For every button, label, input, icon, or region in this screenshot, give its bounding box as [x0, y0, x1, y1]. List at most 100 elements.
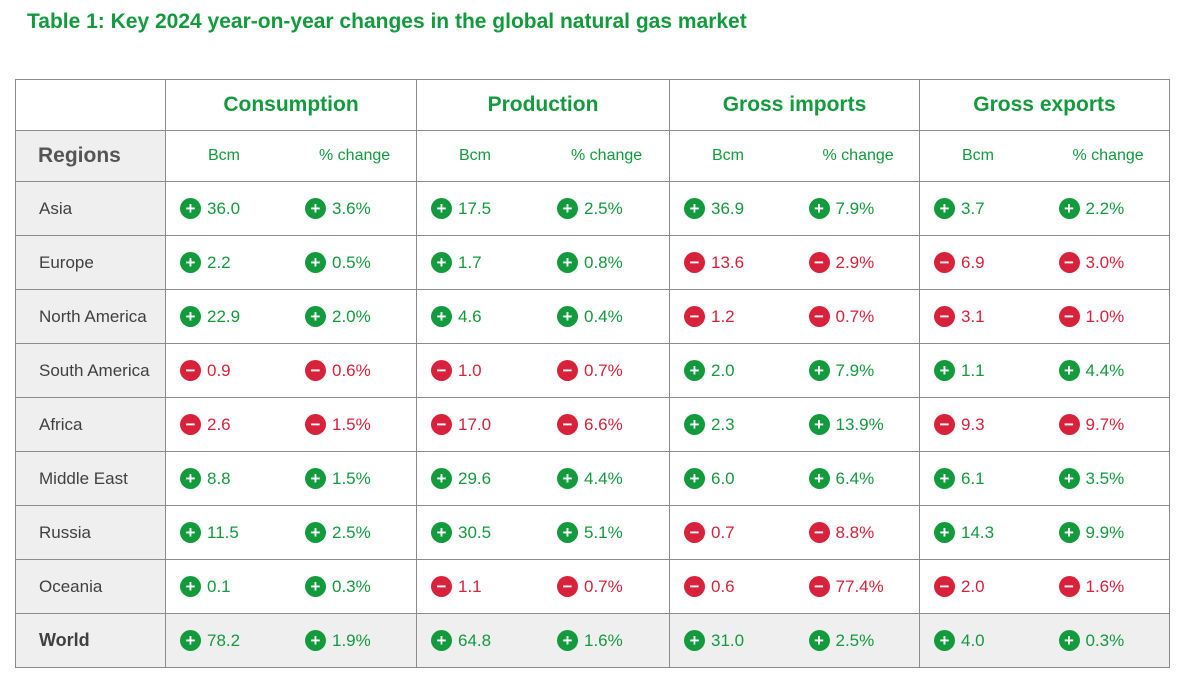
value-text: 13.6 — [711, 252, 745, 272]
value-group-cell: +2.3 +13.9% — [669, 397, 920, 452]
bcm-change-value: −1.1 — [417, 576, 543, 597]
increase-icon: + — [557, 198, 578, 219]
pct-change-value: −3.0% — [1045, 252, 1170, 273]
decrease-icon: − — [808, 576, 830, 597]
value-group-cell: +36.9 +7.9% — [669, 181, 920, 236]
increase-icon: + — [557, 630, 578, 651]
pct-change-value: −8.8% — [795, 522, 920, 543]
increase-icon: + — [180, 468, 201, 489]
decrease-icon: − — [808, 252, 830, 273]
pct-change-value: −1.5% — [291, 414, 416, 435]
pct-change-value: −1.6% — [1045, 576, 1170, 597]
value-text: 9.3 — [961, 414, 985, 434]
value-text: 2.2 — [207, 252, 231, 272]
value-group-cell: −2.0−1.6% — [919, 559, 1170, 614]
pct-change-value: +3.5% — [1045, 468, 1170, 489]
decrease-icon: − — [557, 414, 578, 435]
value-text: 22.9 — [207, 306, 241, 326]
bcm-change-value: −1.0 — [417, 360, 543, 381]
value-text: 1.5% — [332, 468, 371, 488]
value-group-cell: +3.7 +2.2% — [919, 181, 1170, 236]
increase-icon: + — [1058, 522, 1080, 543]
value-text: 0.5% — [332, 252, 371, 272]
increase-icon: + — [305, 576, 326, 597]
bcm-change-value: −3.1 — [920, 306, 1045, 327]
value-text: 30.5 — [458, 522, 492, 542]
decrease-icon: − — [1058, 306, 1080, 327]
value-text: 0.6% — [332, 360, 371, 380]
pct-change-value: −2.9% — [795, 252, 920, 273]
increase-icon: + — [180, 252, 201, 273]
bcm-change-value: −2.0 — [920, 576, 1045, 597]
value-text: 17.0 — [458, 414, 492, 434]
bcm-change-value: −6.9 — [920, 252, 1045, 273]
value-text: 4.4% — [1085, 360, 1125, 380]
value-group-cell: +6.1 +3.5% — [919, 451, 1170, 506]
bcm-change-value: −2.6 — [166, 414, 291, 435]
pct-change-value: +0.5% — [291, 252, 416, 273]
sub-header-pct: % change — [1072, 147, 1144, 164]
decrease-icon: − — [557, 576, 578, 597]
value-text: 4.6 — [458, 306, 482, 326]
pct-change-value: −0.6% — [291, 360, 416, 381]
increase-icon: + — [180, 630, 201, 651]
value-text: 36.0 — [207, 198, 241, 218]
value-text: 0.4% — [584, 306, 623, 326]
bcm-change-value: +17.5 — [417, 198, 543, 219]
value-group-cell: +36.0 +3.6% — [165, 181, 417, 236]
pct-change-value: −1.0% — [1045, 306, 1170, 327]
value-group-cell: +17.5 +2.5% — [416, 181, 670, 236]
value-text: 17.5 — [458, 198, 492, 218]
value-text: 2.5% — [332, 522, 371, 542]
decrease-icon: − — [934, 306, 955, 327]
bcm-change-value: +6.0 — [670, 468, 795, 489]
decrease-icon: − — [431, 414, 452, 435]
sub-header-row: Regions Bcm % change Bcm % change Bcm % … — [15, 130, 1170, 182]
bcm-change-value: −1.2 — [670, 306, 795, 327]
increase-icon: + — [808, 414, 830, 435]
increase-icon: + — [1058, 360, 1080, 381]
increase-icon: + — [557, 522, 578, 543]
pct-change-value: +7.9% — [795, 360, 920, 381]
value-text: 36.9 — [711, 198, 745, 218]
pct-change-value: +9.9% — [1045, 522, 1170, 543]
value-group-cell: − 13.6 −2.9% — [669, 235, 920, 290]
value-group-cell: −17.0−6.6% — [416, 397, 670, 452]
pct-change-value: +4.4% — [1045, 360, 1170, 381]
value-text: 1.6% — [584, 630, 623, 650]
value-text: 0.6 — [711, 576, 735, 596]
value-text: 8.8% — [835, 522, 875, 542]
value-group-cell: +30.5 +5.1% — [416, 505, 670, 560]
value-group-cell: −9.3−9.7% — [919, 397, 1170, 452]
corner-cell — [15, 79, 166, 131]
pct-change-value: +3.6% — [291, 198, 416, 219]
increase-icon: + — [180, 522, 201, 543]
region-name: Middle East — [15, 451, 166, 506]
sub-header-pct: % change — [319, 147, 391, 164]
group-header-production: Production — [416, 79, 670, 131]
value-group-cell: −2.6−1.5% — [165, 397, 417, 452]
bcm-change-value: +2.3 — [670, 414, 795, 435]
value-text: 1.6% — [1085, 576, 1125, 596]
increase-icon: + — [934, 468, 955, 489]
decrease-icon: − — [431, 360, 452, 381]
bcm-change-value: +31.0 — [670, 630, 795, 651]
value-text: 1.2 — [711, 306, 735, 326]
value-text: 6.6% — [584, 414, 623, 434]
pct-change-value: +0.3% — [1045, 630, 1170, 651]
value-text: 6.1 — [961, 468, 985, 488]
value-group-cell: +0.1 +0.3% — [165, 559, 417, 614]
increase-icon: + — [684, 414, 705, 435]
increase-icon: + — [431, 468, 452, 489]
group-header-consumption: Consumption — [165, 79, 417, 131]
increase-icon: + — [1058, 468, 1080, 489]
increase-icon: + — [305, 522, 326, 543]
value-text: 14.3 — [961, 522, 995, 542]
value-text: 2.2% — [1085, 198, 1125, 218]
sub-header-consumption: Bcm % change — [165, 130, 417, 182]
sub-header-bcm: Bcm — [459, 147, 491, 164]
value-text: 1.1 — [961, 360, 985, 380]
value-group-cell: +2.2 +0.5% — [165, 235, 417, 290]
value-group-cell: +22.9 +2.0% — [165, 289, 417, 344]
value-text: 0.3% — [1085, 630, 1125, 650]
